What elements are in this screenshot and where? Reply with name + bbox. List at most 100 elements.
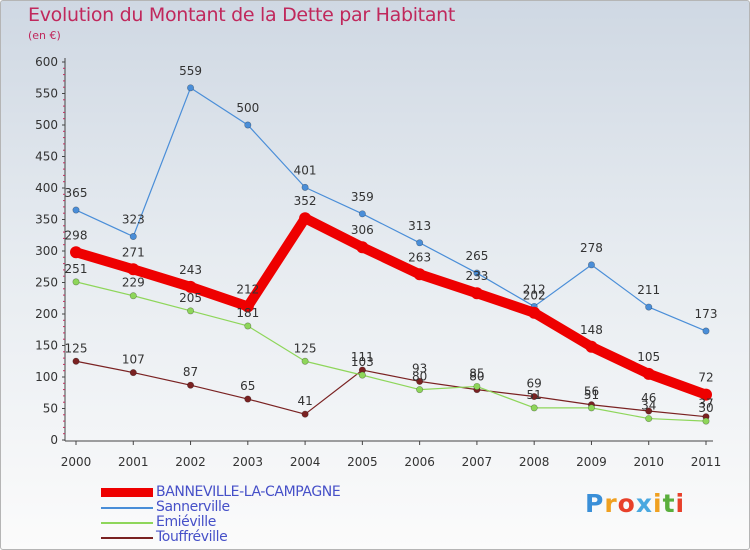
data-point-emi-ville: [301, 357, 309, 365]
data-point-banneville-la-campagne: [299, 212, 312, 225]
series-line-touffr-ville: [75, 360, 707, 418]
legend-swatch-sannerville: [101, 507, 153, 509]
data-point-touffr-ville: [187, 381, 195, 389]
y-tick-label: 600: [35, 55, 58, 69]
data-label-sannerville: 265: [465, 249, 488, 263]
data-point-sannerville: [244, 121, 252, 129]
data-label-sannerville: 359: [351, 190, 374, 204]
data-point-banneville-la-campagne: [700, 388, 712, 401]
data-label-sannerville: 323: [122, 213, 145, 227]
data-label-sannerville: 500: [236, 101, 259, 115]
data-point-banneville-la-campagne: [70, 246, 82, 259]
data-point-banneville-la-campagne: [184, 280, 197, 293]
x-tick-label: 2008: [519, 455, 550, 469]
y-tick-label: 300: [35, 244, 58, 258]
data-point-banneville-la-campagne: [528, 306, 541, 319]
data-label-banneville-la-campagne: 202: [523, 289, 546, 303]
data-point-emi-ville: [72, 278, 80, 286]
series-line-sannerville: [75, 87, 707, 332]
x-tick-label: 2006: [404, 455, 435, 469]
data-label-touffr-ville: 111: [351, 350, 374, 364]
data-point-banneville-la-campagne: [356, 241, 369, 254]
data-label-touffr-ville: 69: [527, 377, 542, 391]
x-tick-label: 2009: [576, 455, 607, 469]
data-point-sannerville: [702, 327, 710, 335]
data-point-sannerville: [187, 84, 195, 92]
data-point-emi-ville: [473, 382, 481, 390]
data-label-emi-ville: 34: [641, 399, 656, 413]
data-point-touffr-ville: [416, 377, 424, 385]
data-point-sannerville: [72, 206, 80, 214]
y-tick-label: 400: [35, 181, 58, 195]
data-label-sannerville: 559: [179, 64, 202, 78]
legend-label: Touffréville: [156, 529, 228, 545]
data-point-banneville-la-campagne: [470, 287, 483, 300]
legend-swatch-emieville: [101, 522, 153, 524]
data-point-touffr-ville: [129, 369, 137, 377]
data-point-emi-ville: [244, 322, 252, 330]
data-label-touffr-ville: 37: [698, 397, 713, 411]
logo-letter: o: [617, 489, 636, 518]
data-point-banneville-la-campagne: [585, 340, 598, 353]
data-label-sannerville: 212: [523, 282, 546, 296]
data-point-sannerville: [358, 210, 366, 218]
data-point-banneville-la-campagne: [413, 268, 426, 281]
data-label-touffr-ville: 65: [240, 379, 255, 393]
y-tick-label: 550: [35, 87, 58, 101]
y-tick-label: 450: [35, 150, 58, 164]
data-point-touffr-ville: [72, 357, 80, 365]
data-point-sannerville: [473, 269, 481, 277]
data-label-banneville-la-campagne: 298: [65, 228, 88, 242]
y-tick-label: 50: [43, 402, 58, 416]
logo-letter: x: [635, 489, 653, 518]
data-label-emi-ville: 103: [351, 355, 374, 369]
y-tick-label: 0: [50, 433, 58, 447]
data-label-banneville-la-campagne: 243: [179, 263, 202, 277]
y-tick-label: 200: [35, 307, 58, 321]
data-point-emi-ville: [645, 415, 653, 423]
data-label-emi-ville: 30: [698, 401, 713, 415]
data-point-emi-ville: [129, 292, 137, 300]
legend-label: Emiéville: [156, 514, 216, 530]
data-label-emi-ville: 51: [527, 388, 542, 402]
data-point-banneville-la-campagne: [642, 367, 655, 380]
data-label-banneville-la-campagne: 263: [408, 250, 431, 264]
data-label-banneville-la-campagne: 105: [637, 350, 660, 364]
proxiti-logo: Proxiti: [585, 489, 685, 518]
data-point-emi-ville: [530, 404, 538, 412]
data-label-sannerville: 313: [408, 219, 431, 233]
data-point-touffr-ville: [530, 393, 538, 401]
data-label-touffr-ville: 41: [297, 394, 312, 408]
data-point-banneville-la-campagne: [127, 263, 140, 276]
legend-label: BANNEVILLE-LA-CAMPAGNE: [156, 484, 341, 500]
data-point-banneville-la-campagne: [241, 300, 254, 313]
y-tick-label: 500: [35, 118, 58, 132]
x-tick-label: 2005: [347, 455, 378, 469]
y-tick-label: 100: [35, 370, 58, 384]
data-point-sannerville: [129, 233, 137, 241]
legend-swatch-banneville: [101, 488, 153, 497]
x-tick-label: 2007: [462, 455, 493, 469]
data-point-emi-ville: [702, 417, 710, 425]
x-tick-label: 2002: [175, 455, 206, 469]
data-point-sannerville: [301, 183, 309, 191]
data-label-banneville-la-campagne: 212: [236, 282, 259, 296]
x-tick-label: 2011: [691, 455, 722, 469]
x-tick-label: 2010: [633, 455, 664, 469]
data-point-sannerville: [645, 303, 653, 311]
data-label-sannerville: 278: [580, 241, 603, 255]
data-point-emi-ville: [587, 404, 595, 412]
data-label-touffr-ville: 56: [584, 385, 599, 399]
logo-letter: i: [675, 489, 686, 518]
x-tick-label: 2001: [118, 455, 149, 469]
data-label-sannerville: 401: [294, 163, 317, 177]
data-point-touffr-ville: [301, 410, 309, 418]
data-label-emi-ville: 181: [236, 306, 259, 320]
legend-label: Sannerville: [156, 499, 230, 515]
data-label-emi-ville: 251: [65, 262, 88, 276]
chart-title: Evolution du Montant de la Dette par Hab…: [28, 4, 456, 26]
x-tick-label: 2003: [233, 455, 264, 469]
data-point-sannerville: [587, 261, 595, 269]
